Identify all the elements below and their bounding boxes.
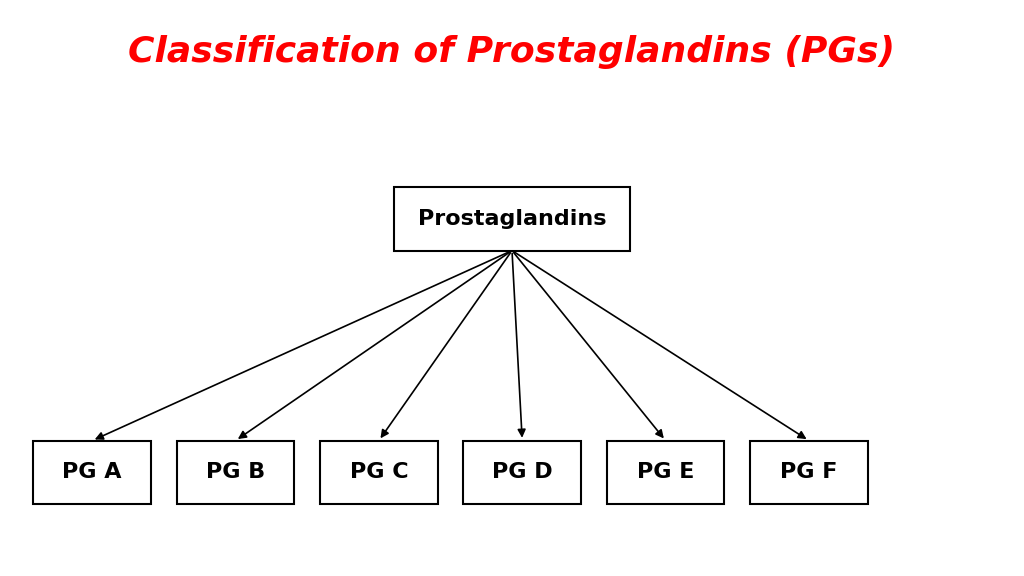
Text: PG E: PG E [637, 463, 694, 482]
Text: Classification of Prostaglandins (PGs): Classification of Prostaglandins (PGs) [128, 35, 896, 69]
Text: Prostaglandins: Prostaglandins [418, 209, 606, 229]
FancyBboxPatch shape [606, 441, 725, 504]
FancyBboxPatch shape [750, 441, 868, 504]
FancyBboxPatch shape [33, 441, 152, 504]
FancyBboxPatch shape [177, 441, 295, 504]
FancyBboxPatch shape [463, 441, 582, 504]
Text: PG A: PG A [62, 463, 122, 482]
Text: PG D: PG D [492, 463, 553, 482]
Text: PG F: PG F [780, 463, 838, 482]
FancyBboxPatch shape [394, 187, 630, 251]
FancyBboxPatch shape [319, 441, 438, 504]
Text: PG B: PG B [206, 463, 265, 482]
Text: PG C: PG C [349, 463, 409, 482]
